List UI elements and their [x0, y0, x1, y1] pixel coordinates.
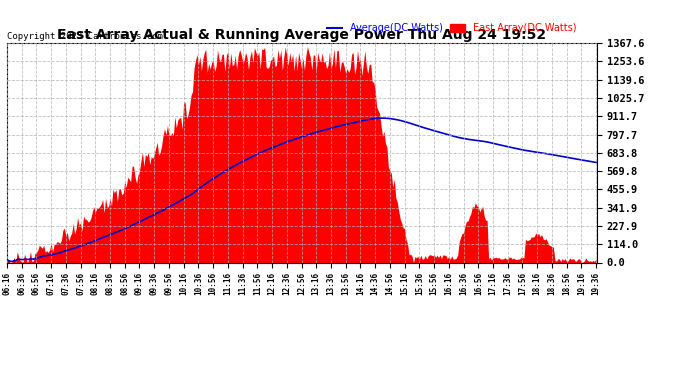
Title: East Array Actual & Running Average Power Thu Aug 24 19:52: East Array Actual & Running Average Powe… [57, 28, 546, 42]
Text: Copyright 2023 Cartronics.com: Copyright 2023 Cartronics.com [7, 32, 163, 41]
Legend: Average(DC Watts), East Array(DC Watts): Average(DC Watts), East Array(DC Watts) [324, 20, 580, 37]
